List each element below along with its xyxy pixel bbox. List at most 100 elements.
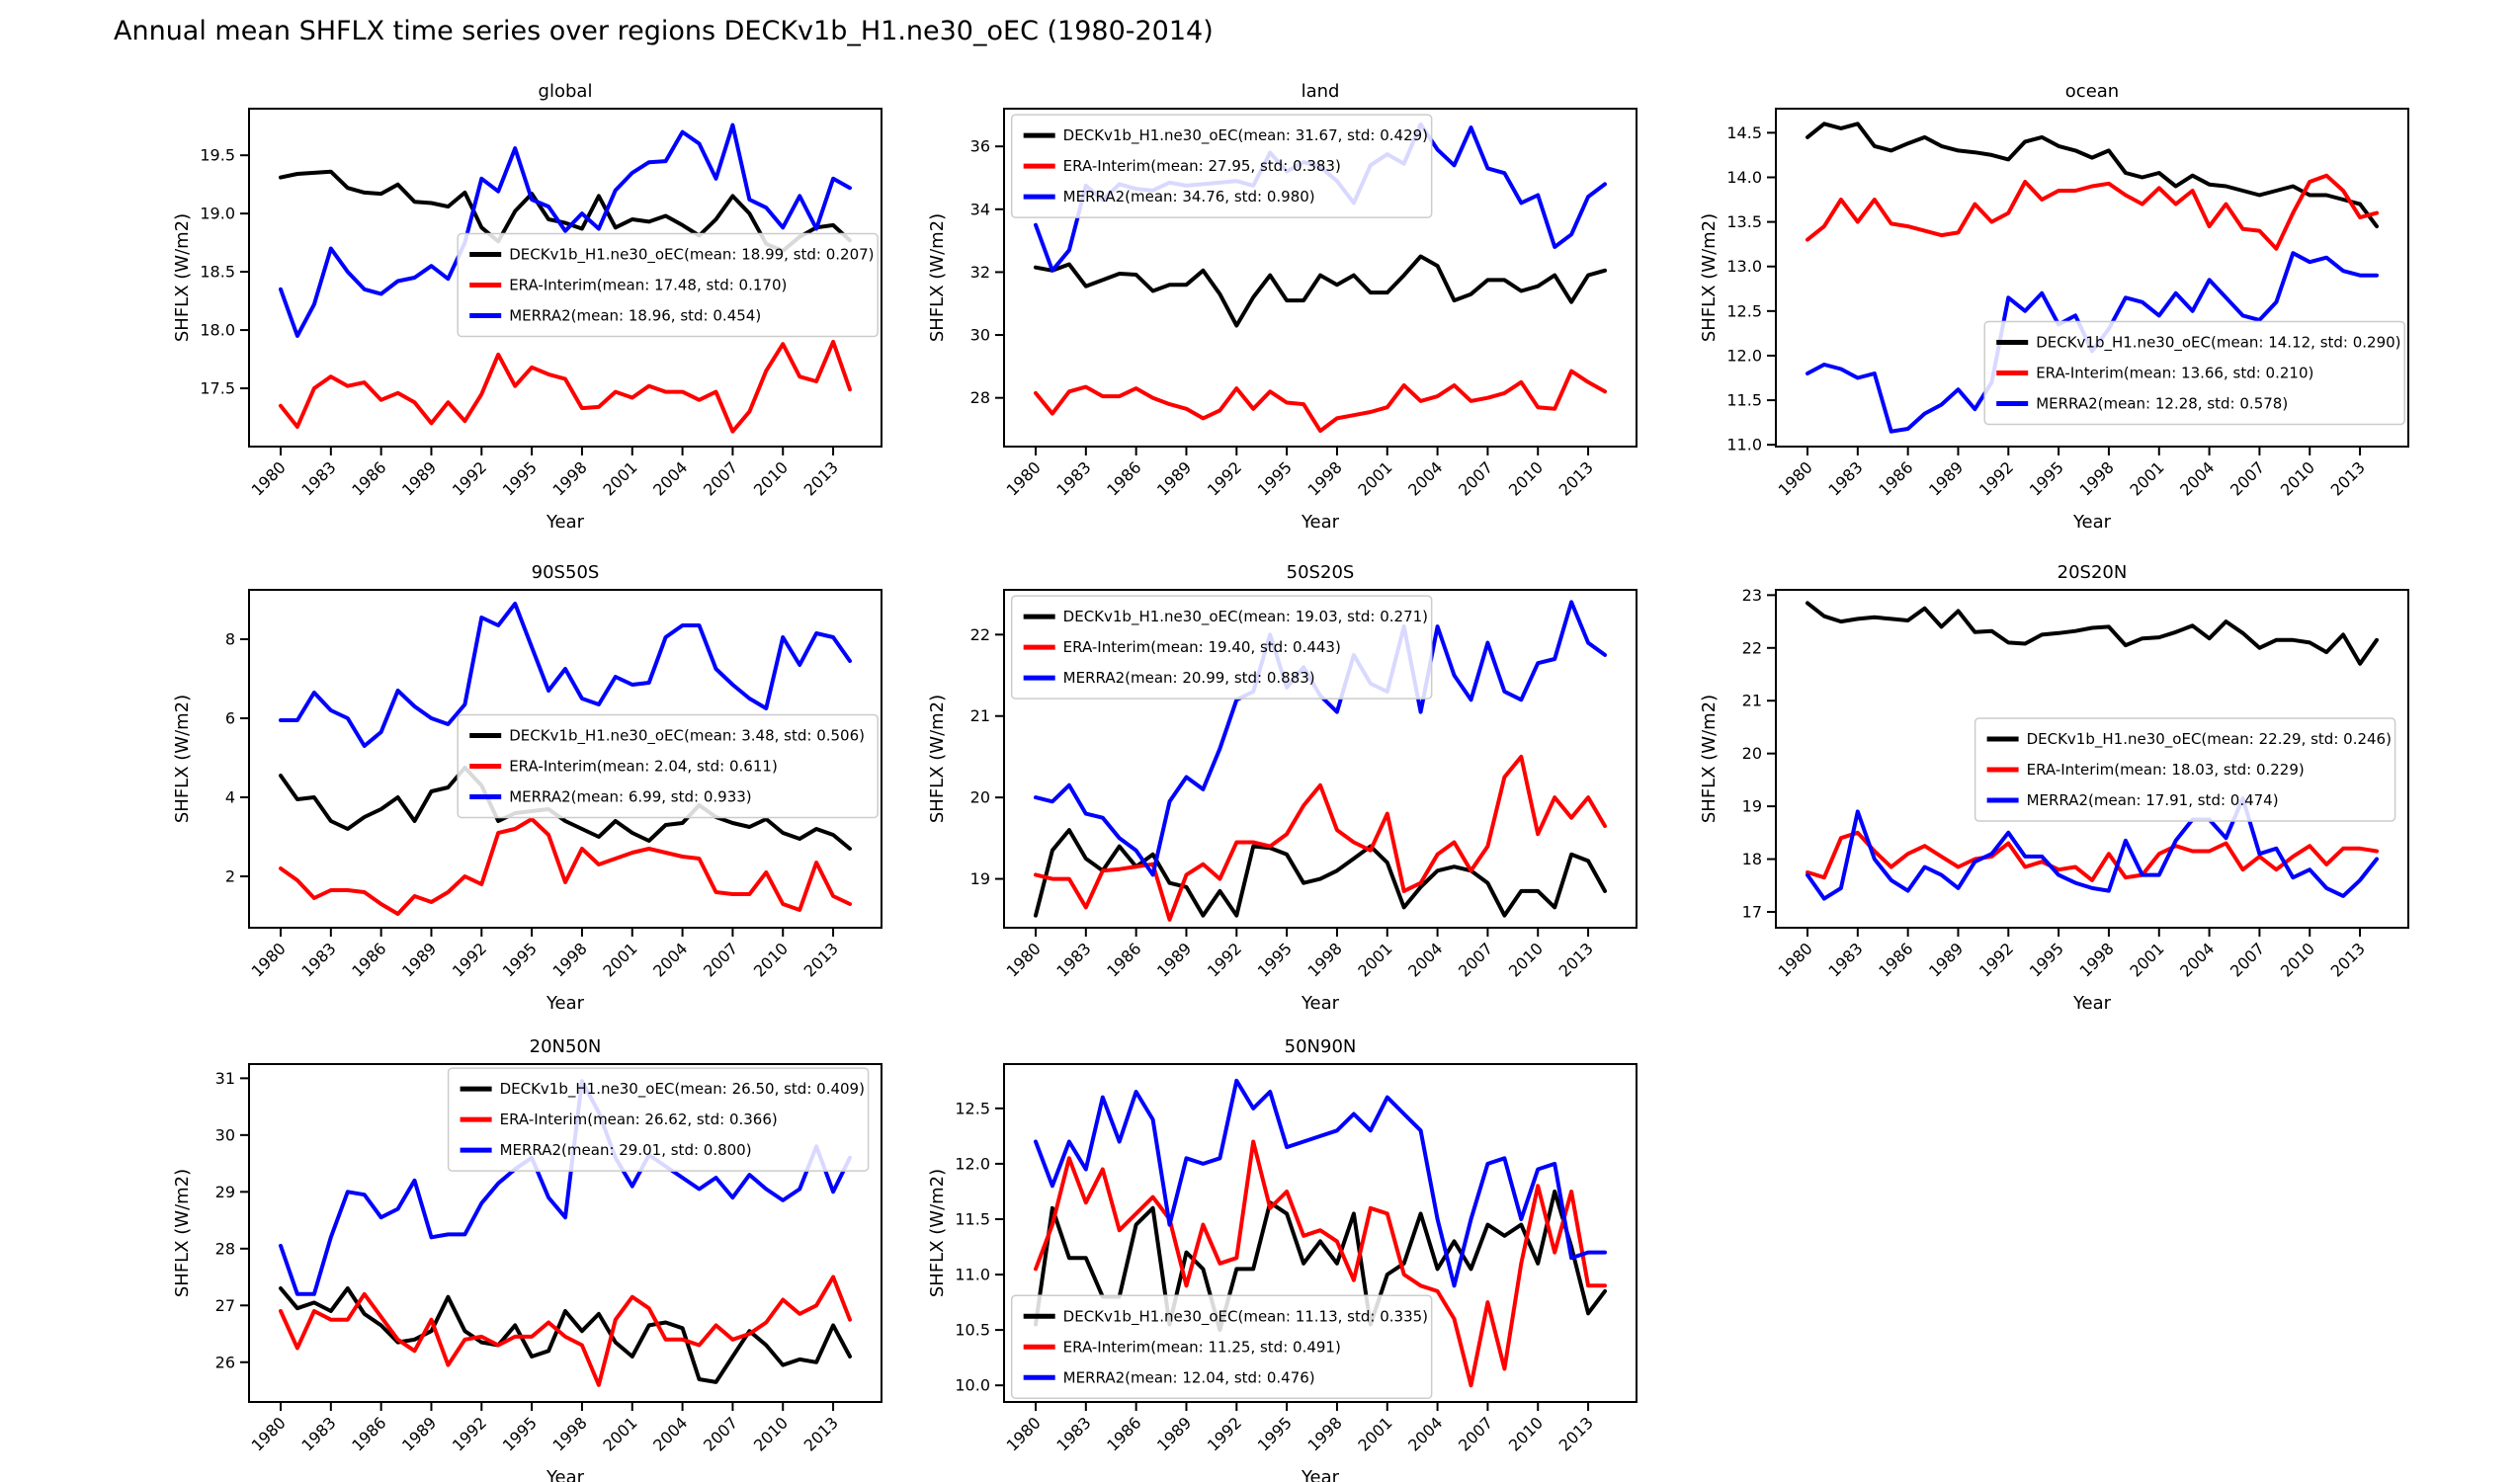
legend-label-1: DECKv1b_H1.ne30_oEC(mean: 18.99, std: 0.…	[509, 246, 874, 265]
x-tick-label: 1989	[1153, 1413, 1195, 1454]
x-tick-label: 2010	[2277, 939, 2318, 980]
x-tick-label: 1983	[1052, 939, 1094, 980]
legend-box	[447, 1067, 870, 1172]
y-tick-label: 22	[970, 625, 990, 644]
subplot-90S50S: 2 4 6 8 1980 1983 1986 1989 1992 1995 1998 2001 2004…	[66, 540, 916, 1034]
line-deckv1b-h1-ne30-oec	[279, 1286, 852, 1384]
x-axis-label: Year	[1301, 512, 1340, 533]
x-tick-label: 1989	[398, 457, 440, 499]
line-deckv1b-h1-ne30-oec	[1034, 828, 1607, 918]
y-tick-label: 19.5	[200, 146, 235, 165]
y-axis-label: SHFLX (W/m2)	[1699, 213, 1720, 342]
subplot-50S20S: 19 20 21 22 1980 1983 1986 1989 1992 1995 1998 2001…	[821, 540, 1671, 1034]
subplot-title: land	[1302, 81, 1340, 102]
line-era-interim	[1806, 830, 2379, 882]
y-tick-label: 18	[1742, 850, 1762, 868]
x-tick-label: 1983	[297, 457, 339, 499]
y-tick-label: 13.5	[1726, 212, 1762, 231]
y-tick-label: 21	[1742, 692, 1762, 710]
legend-label-3: MERRA2(mean: 6.99, std: 0.933)	[509, 788, 751, 806]
legend-label-1: DECKv1b_H1.ne30_oEC(mean: 19.03, std: 0.…	[1063, 608, 1428, 626]
x-tick-label: 2001	[599, 939, 640, 980]
legend-box	[1974, 717, 2396, 822]
y-axis-label: SHFLX (W/m2)	[172, 695, 193, 823]
line-era-interim	[1806, 173, 2379, 251]
legend-label-3: MERRA2(mean: 12.04, std: 0.476)	[1063, 1368, 1315, 1386]
legend: DECKv1b_H1.ne30_oEC(mean: 19.03, std: 0.…	[1010, 595, 1433, 700]
legend-label-2: ERA-Interim(mean: 27.95, std: 0.383)	[1063, 157, 1341, 175]
y-axis-label: SHFLX (W/m2)	[1699, 695, 1720, 823]
x-tick-label: 2007	[700, 457, 741, 499]
y-tick-label: 28	[215, 1239, 235, 1258]
line-deckv1b-h1-ne30-oec	[1034, 254, 1607, 328]
x-tick-label: 2004	[2176, 457, 2218, 499]
x-tick-label: 1986	[1103, 1413, 1144, 1454]
y-tick-label: 11.5	[1726, 391, 1762, 410]
subplot-title: 20S20N	[2058, 562, 2128, 583]
subplot-title: 50N90N	[1285, 1036, 1357, 1057]
legend: DECKv1b_H1.ne30_oEC(mean: 3.48, std: 0.5…	[457, 713, 879, 819]
x-tick-label: 1983	[1052, 457, 1094, 499]
line-merra2	[1034, 1078, 1607, 1288]
x-tick-label: 2001	[1354, 1413, 1395, 1454]
x-tick-label: 2007	[700, 1413, 741, 1454]
x-tick-label: 2013	[2327, 457, 2369, 499]
x-tick-label: 2007	[1455, 1413, 1496, 1454]
x-axis-label: Year	[546, 993, 585, 1014]
x-axis-label: Year	[546, 1467, 585, 1482]
y-tick-label: 19	[1742, 797, 1762, 816]
y-axis-label: SHFLX (W/m2)	[927, 695, 948, 823]
subplot-title: 20N50N	[530, 1036, 602, 1057]
x-tick-label: 1980	[248, 457, 290, 499]
x-tick-label: 1983	[1824, 939, 1866, 980]
y-tick-label: 14.0	[1726, 168, 1762, 187]
x-tick-label: 2007	[1455, 939, 1496, 980]
x-tick-label: 2004	[649, 457, 691, 499]
y-tick-label: 22	[1742, 638, 1762, 657]
y-tick-label: 12.0	[955, 1154, 990, 1173]
x-tick-label: 2004	[1404, 939, 1446, 980]
line-era-interim	[1034, 369, 1607, 434]
legend-label-1: DECKv1b_H1.ne30_oEC(mean: 3.48, std: 0.5…	[509, 727, 865, 746]
legend-box	[457, 232, 879, 338]
y-tick-label: 14.5	[1726, 124, 1762, 142]
x-tick-label: 2010	[750, 1413, 792, 1454]
x-tick-label: 2004	[1404, 1413, 1446, 1454]
x-tick-label: 1989	[398, 1413, 440, 1454]
subplot-ocean: 11.0 11.5 12.0 12.5 13.0 13.5 14.0 14.5 1980 1983…	[1593, 59, 2443, 553]
line-merra2	[1806, 796, 2379, 901]
subplot-title: ocean	[2065, 81, 2119, 102]
x-tick-label: 1989	[1925, 939, 1967, 980]
x-tick-label: 2001	[1354, 457, 1395, 499]
y-tick-label: 34	[970, 200, 990, 218]
legend-label-2: ERA-Interim(mean: 13.66, std: 0.210)	[2036, 364, 2313, 381]
x-tick-label: 1986	[348, 939, 389, 980]
legend-label-1: DECKv1b_H1.ne30_oEC(mean: 26.50, std: 0.…	[500, 1080, 865, 1099]
x-tick-label: 1998	[1304, 457, 1346, 499]
subplot-global: 17.5 18.0 18.5 19.0 19.5 1980 1983 1986 1989 1992…	[66, 59, 916, 553]
y-tick-label: 32	[970, 263, 990, 282]
subplot-canvas-50S20S: 19 20 21 22 1980 1983 1986 1989 1992 1995 1998 2001…	[927, 562, 1638, 1014]
x-tick-label: 1986	[1875, 939, 1916, 980]
legend-label-1: DECKv1b_H1.ne30_oEC(mean: 22.29, std: 0.…	[2027, 730, 2392, 749]
y-tick-label: 27	[215, 1296, 235, 1315]
line-deckv1b-h1-ne30-oec	[279, 766, 852, 851]
x-tick-label: 1998	[1304, 1413, 1346, 1454]
x-tick-label: 2010	[1505, 939, 1547, 980]
x-tick-label: 2004	[649, 1413, 691, 1454]
x-axis-label: Year	[1301, 993, 1340, 1014]
x-tick-label: 1992	[1204, 1413, 1245, 1454]
y-tick-label: 30	[215, 1125, 235, 1144]
x-tick-label: 1986	[348, 457, 389, 499]
y-tick-label: 11.5	[955, 1209, 990, 1228]
subplot-title: 90S50S	[532, 562, 600, 583]
x-tick-label: 1986	[1875, 457, 1916, 499]
x-tick-label: 2004	[2176, 939, 2218, 980]
line-merra2	[279, 602, 852, 748]
legend-label-2: ERA-Interim(mean: 17.48, std: 0.170)	[509, 277, 787, 294]
x-tick-label: 2010	[2277, 457, 2318, 499]
y-tick-label: 20	[1742, 744, 1762, 763]
x-tick-label: 2010	[1505, 1413, 1547, 1454]
y-axis-label: SHFLX (W/m2)	[172, 1169, 193, 1297]
